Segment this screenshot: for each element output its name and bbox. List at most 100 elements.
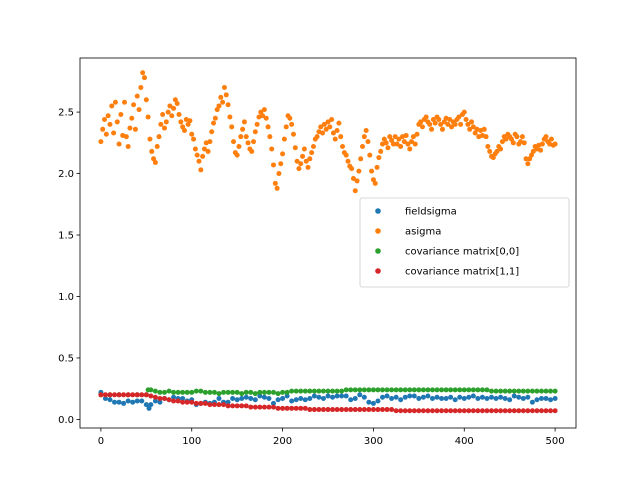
- data-point: [307, 388, 313, 394]
- data-point: [189, 131, 195, 137]
- data-point: [116, 141, 122, 147]
- data-point: [290, 131, 296, 137]
- data-point: [479, 394, 485, 400]
- data-point: [429, 126, 435, 132]
- data-point: [427, 121, 433, 127]
- data-point: [336, 120, 342, 126]
- data-point: [543, 396, 549, 401]
- data-point: [229, 124, 235, 130]
- data-point: [198, 400, 204, 406]
- data-point: [325, 388, 331, 394]
- data-point: [257, 389, 263, 395]
- data-point: [171, 389, 177, 395]
- data-point: [139, 398, 145, 404]
- series-layer: [98, 70, 558, 414]
- data-point: [548, 136, 554, 142]
- data-point: [263, 115, 269, 121]
- data-point: [167, 103, 173, 109]
- data-point: [211, 389, 217, 395]
- data-point: [202, 389, 208, 395]
- data-point: [438, 121, 444, 127]
- data-point: [467, 126, 473, 132]
- data-point: [152, 394, 158, 400]
- data-point: [181, 128, 187, 134]
- data-point: [320, 130, 326, 136]
- data-point: [411, 408, 417, 414]
- data-point: [275, 397, 281, 403]
- data-point: [514, 134, 520, 140]
- data-point: [538, 388, 544, 394]
- data-point: [357, 392, 363, 398]
- data-point: [354, 178, 360, 184]
- data-point: [158, 121, 164, 127]
- x-axis: 0 100 200 300 400 500: [98, 428, 565, 447]
- data-point: [409, 139, 415, 145]
- data-point: [343, 407, 349, 413]
- data-point: [521, 140, 527, 146]
- data-point: [134, 93, 140, 99]
- data-point: [493, 408, 499, 414]
- data-point: [216, 103, 222, 109]
- data-point: [348, 397, 354, 403]
- data-point: [410, 134, 416, 140]
- data-point: [270, 404, 276, 410]
- data-point: [405, 141, 411, 147]
- legend-marker: [375, 268, 381, 274]
- data-point: [466, 408, 472, 414]
- y-axis: 0.0 0.5 1.0 1.5 2.0 2.5: [58, 108, 80, 426]
- data-point: [418, 119, 424, 125]
- data-point: [484, 408, 490, 414]
- data-point: [136, 107, 142, 113]
- data-point: [107, 397, 113, 403]
- data-point: [149, 148, 155, 154]
- data-point: [465, 121, 471, 127]
- data-point: [154, 144, 160, 149]
- data-point: [370, 400, 376, 406]
- data-point: [302, 405, 308, 411]
- data-point: [98, 392, 104, 398]
- data-point: [270, 162, 276, 168]
- data-point: [420, 387, 426, 393]
- data-point: [134, 392, 140, 398]
- data-point: [175, 398, 181, 404]
- data-point: [539, 141, 545, 147]
- data-point: [402, 394, 408, 400]
- data-point: [378, 148, 384, 154]
- x-tick-label: 300: [364, 436, 383, 447]
- data-point: [516, 408, 522, 414]
- data-point: [280, 405, 286, 411]
- data-point: [225, 389, 231, 395]
- data-point: [475, 396, 481, 401]
- data-point: [257, 404, 263, 410]
- data-point: [169, 113, 175, 119]
- data-point: [302, 388, 308, 394]
- series-3: [98, 392, 558, 414]
- data-point: [520, 396, 526, 401]
- data-point: [214, 107, 220, 113]
- legend-item: covariance matrix[1,1]: [375, 267, 519, 278]
- data-point: [239, 391, 245, 397]
- data-point: [520, 408, 526, 414]
- data-point: [180, 396, 186, 401]
- data-point: [209, 129, 215, 135]
- data-point: [185, 121, 191, 127]
- data-point: [538, 408, 544, 414]
- data-point: [398, 144, 404, 149]
- data-point: [394, 141, 400, 147]
- data-point: [429, 408, 435, 414]
- data-point: [309, 150, 315, 156]
- data-point: [375, 398, 381, 404]
- data-point: [192, 146, 198, 152]
- data-point: [293, 397, 299, 403]
- data-point: [131, 102, 137, 108]
- data-point: [469, 119, 475, 125]
- data-point: [502, 408, 508, 414]
- data-point: [114, 119, 120, 125]
- data-point: [416, 396, 422, 401]
- data-point: [330, 394, 336, 400]
- data-point: [330, 407, 336, 413]
- data-point: [272, 180, 278, 186]
- data-point: [265, 124, 271, 130]
- data-point: [375, 387, 381, 393]
- data-point: [218, 94, 224, 100]
